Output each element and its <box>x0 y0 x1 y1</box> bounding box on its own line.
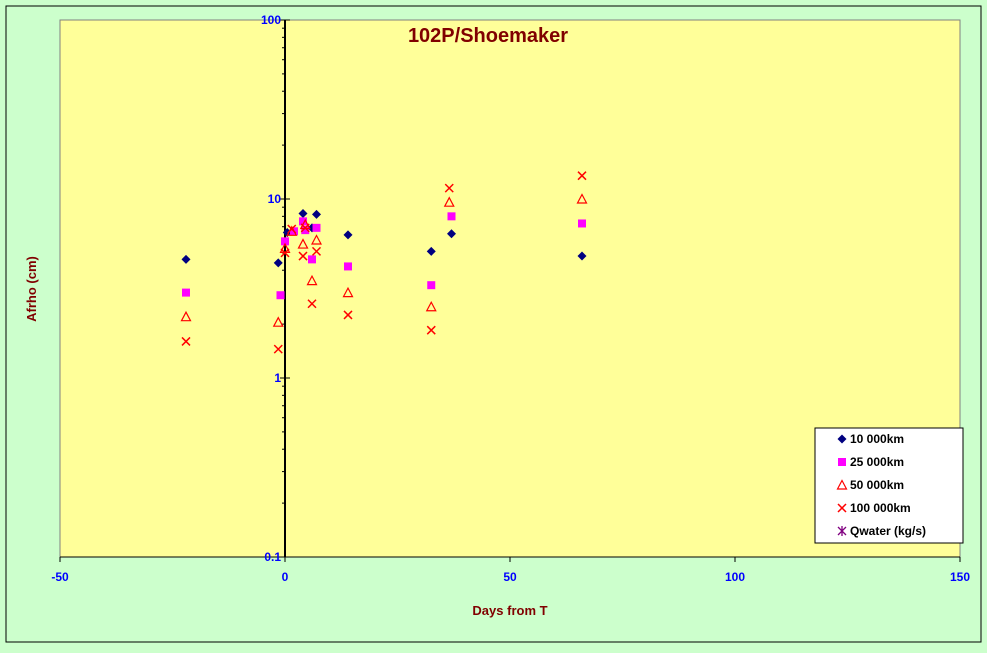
point-10-000km <box>312 209 321 219</box>
point-100-000km <box>300 223 310 233</box>
point-10-000km <box>447 229 456 239</box>
point-100-000km <box>311 246 322 256</box>
x-axis-title: Days from T <box>472 603 547 618</box>
point-50-000km <box>306 274 318 286</box>
point-50-000km <box>311 234 322 245</box>
point-50-000km <box>443 196 455 207</box>
point-100-000km <box>298 251 308 261</box>
point-100-000km <box>444 183 454 193</box>
point-25-000km <box>447 212 456 221</box>
point-25-000km <box>276 291 285 300</box>
chart-border <box>5 5 982 643</box>
point-25-000km <box>344 262 352 271</box>
legend-marker-qwater-kg-s <box>837 526 847 536</box>
point-10-000km <box>181 254 191 264</box>
point-25-000km <box>312 223 321 232</box>
point-25-000km <box>301 226 310 235</box>
x-tick-label: 150 <box>950 570 970 584</box>
legend-label-100-000km: 100 000km <box>850 501 911 515</box>
point-10-000km <box>426 246 436 256</box>
x-tick-label: 0 <box>282 570 289 584</box>
point-100-000km <box>280 248 290 258</box>
point-50-000km <box>272 316 284 327</box>
marks-group <box>180 171 588 354</box>
legend-label-qwater-kg-s: Qwater (kg/s) <box>850 524 926 538</box>
point-100-000km <box>181 336 191 346</box>
point-50-000km <box>342 286 354 298</box>
legend-marker-100-000km <box>837 503 847 513</box>
legend-label-25-000km: 25 000km <box>850 455 904 469</box>
point-25-000km <box>182 288 190 297</box>
plot-area <box>59 19 961 558</box>
point-25-000km <box>299 217 307 226</box>
point-50-000km <box>425 300 437 312</box>
point-100-000km <box>273 344 283 354</box>
y-axis-title: Afrho (cm) <box>24 256 39 322</box>
point-50-000km <box>180 310 192 322</box>
legend-marker-25-000km <box>838 458 846 466</box>
legend-label-10-000km: 10 000km <box>850 432 904 446</box>
x-tick-label: -50 <box>51 570 69 584</box>
point-100-000km <box>307 299 317 309</box>
y-tick-label: 100 <box>261 13 281 27</box>
chart-title: 102P/Shoemaker <box>408 25 568 47</box>
point-50-000km <box>297 238 309 249</box>
legend: 10 000km 25 000km 50 000km 100 000km Qwater … <box>814 427 964 544</box>
legend-marker-10-000km <box>837 434 847 444</box>
legend-label-50-000km: 50 000km <box>850 478 904 492</box>
point-100-000km <box>577 171 587 181</box>
y-tick-label: 10 <box>268 192 282 206</box>
y-tick-label: 1 <box>274 371 281 385</box>
point-100-000km <box>426 325 436 335</box>
point-10-000km <box>343 230 353 240</box>
legend-marker-50-000km <box>836 479 848 490</box>
point-25-000km <box>281 237 289 246</box>
point-10-000km <box>577 251 587 261</box>
x-tick-label: 100 <box>725 570 745 584</box>
point-25-000km <box>308 255 316 264</box>
point-100-000km <box>287 224 297 234</box>
point-25-000km <box>427 281 436 290</box>
point-25-000km <box>578 219 586 228</box>
point-50-000km <box>576 193 588 204</box>
point-100-000km <box>343 310 353 320</box>
point-10-000km <box>273 258 283 268</box>
x-tick-label: 50 <box>503 570 517 584</box>
y-tick-label: 0.1 <box>264 550 281 564</box>
axes-group: 0.1 1 10 100 -50 0 50 100 150 <box>51 13 970 584</box>
point-10-000km <box>298 208 308 218</box>
